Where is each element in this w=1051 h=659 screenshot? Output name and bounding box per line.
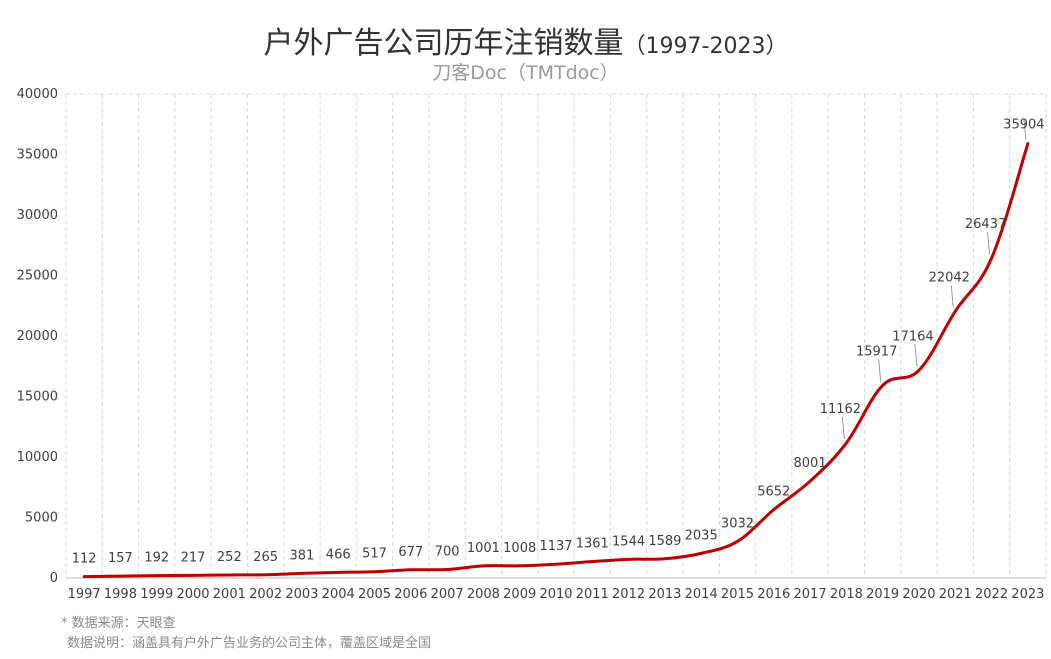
- data-label: 217: [181, 550, 206, 565]
- x-tick-label: 2009: [503, 587, 536, 602]
- x-tick-label: 2011: [576, 587, 609, 602]
- y-tick-label: 25000: [17, 269, 58, 284]
- data-label: 157: [108, 551, 133, 566]
- data-label: 1008: [503, 541, 536, 556]
- y-tick-label: 35000: [17, 148, 58, 163]
- chart-title: 户外广告公司历年注销数量（1997-2023）: [0, 18, 1051, 62]
- leader-line: [1023, 117, 1027, 140]
- y-tick-label: 40000: [17, 87, 58, 102]
- data-label: 1589: [648, 534, 681, 549]
- x-tick-label: 2004: [322, 587, 355, 602]
- x-tick-label: 2016: [757, 587, 790, 602]
- data-label: 11162: [820, 402, 861, 417]
- x-tick-label: 2006: [394, 587, 427, 602]
- data-label: 8001: [794, 456, 827, 471]
- x-tick-label: 2021: [939, 587, 972, 602]
- x-tick-label: 2002: [249, 587, 282, 602]
- leader-line: [914, 344, 918, 367]
- x-tick-label: 2007: [431, 587, 464, 602]
- data-label: 5652: [757, 485, 790, 500]
- data-label: 26437: [965, 217, 1006, 232]
- x-tick-label: 2020: [902, 587, 935, 602]
- data-label: 35904: [1003, 118, 1044, 133]
- y-tick-label: 5000: [25, 511, 58, 526]
- y-axis: 0 5000 10000 15000 20000 25000 30000 35000 40000: [17, 87, 58, 586]
- x-tick-label: 2022: [975, 587, 1008, 602]
- y-tick-label: 20000: [17, 329, 58, 344]
- leader-line: [841, 416, 845, 439]
- x-tick-label: 2003: [285, 587, 318, 602]
- data-label: 2035: [685, 528, 718, 543]
- x-tick-label: 2008: [467, 587, 500, 602]
- x-tick-label: 2005: [358, 587, 391, 602]
- x-tick-label: 2023: [1011, 587, 1044, 602]
- data-label: 192: [144, 551, 169, 566]
- data-label: 22042: [929, 270, 970, 285]
- data-label: 1361: [576, 537, 609, 552]
- x-tick-label: 2000: [176, 587, 209, 602]
- data-label: 1001: [467, 541, 500, 556]
- data-note-footnote: 数据说明：涵盖具有户外广告业务的公司主体，覆盖区域是全国: [67, 636, 432, 651]
- data-labels: 112 157 192 217 252 265 381 466 517 677 700 1001 100…: [72, 118, 1045, 567]
- data-label: 1544: [612, 534, 645, 549]
- x-tick-label: 2001: [213, 587, 246, 602]
- source-footnote: * 数据来源：天眼查: [61, 616, 176, 631]
- data-label: 517: [362, 547, 387, 562]
- leader-line: [878, 359, 882, 382]
- y-tick-label: 0: [50, 571, 58, 586]
- chart-title-main: 户外广告公司历年注销数量: [263, 26, 624, 61]
- data-label: 15917: [856, 344, 897, 359]
- x-tick-label: 1999: [140, 587, 173, 602]
- data-label: 252: [217, 550, 242, 565]
- data-label: 381: [290, 548, 315, 563]
- x-tick-label: 2013: [648, 587, 681, 602]
- x-tick-label: 2019: [866, 587, 899, 602]
- y-tick-label: 30000: [17, 208, 58, 223]
- series-line: [82, 142, 1030, 579]
- leader-line: [987, 232, 991, 255]
- x-axis: 1997 1998 1999 2000 2001 2002 2003 2004 2005 2006…: [68, 587, 1045, 602]
- data-label: 265: [253, 550, 278, 565]
- x-tick-label: 2017: [794, 587, 827, 602]
- x-tick-label: 2014: [685, 587, 718, 602]
- x-tick-label: 2018: [830, 587, 863, 602]
- data-label: 3032: [721, 516, 754, 531]
- x-tick-label: 2015: [721, 587, 754, 602]
- data-label: 1137: [539, 539, 572, 554]
- x-tick-label: 1997: [68, 587, 101, 602]
- chart-subtitle: 刀客Doc（TMTdoc）: [432, 62, 619, 84]
- data-label: 677: [398, 545, 423, 560]
- leader-line: [950, 285, 954, 308]
- data-label: 700: [435, 545, 460, 560]
- x-tick-label: 1998: [104, 587, 137, 602]
- y-tick-label: 10000: [17, 450, 58, 465]
- chart-title-years: （1997-2023）: [623, 34, 788, 59]
- x-tick-label: 2012: [612, 587, 645, 602]
- label-leader-lines: [841, 117, 1027, 439]
- y-tick-label: 15000: [17, 390, 58, 405]
- data-label: 466: [326, 547, 351, 562]
- data-label: 112: [72, 552, 97, 567]
- grid-lines: [65, 93, 1047, 579]
- data-label: 17164: [892, 329, 933, 344]
- x-tick-label: 2010: [539, 587, 572, 602]
